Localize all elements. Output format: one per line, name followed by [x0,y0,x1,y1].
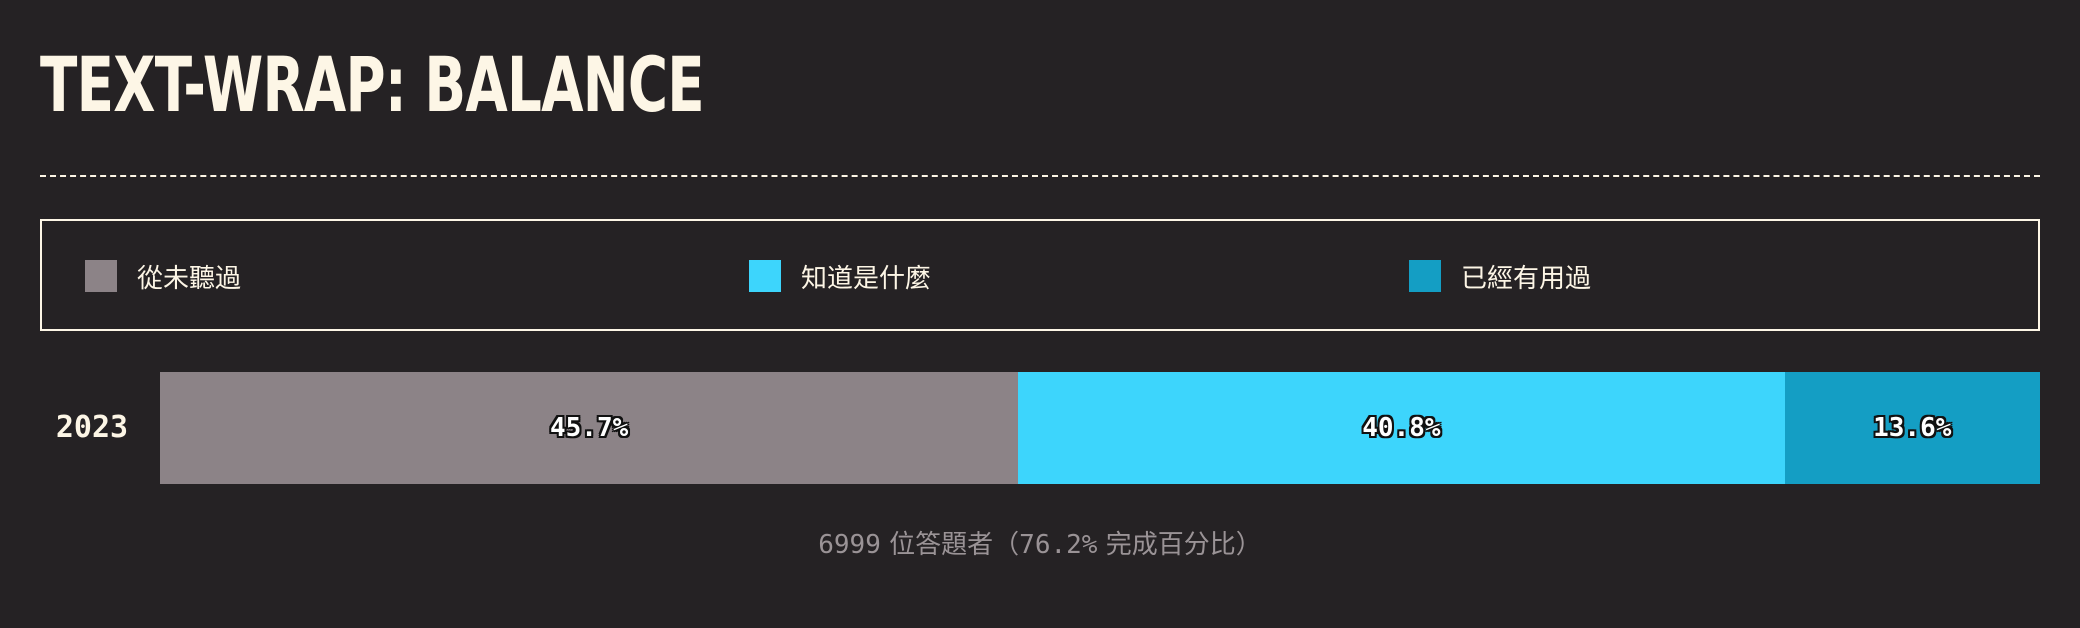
legend-swatch-know-what-it-is [749,260,781,292]
bar-value-label-know-what-it-is: 40.8% [1362,413,1441,443]
legend-swatch-never-heard [85,260,117,292]
chart-title: TEXT-WRAP: BALANCE [40,40,705,129]
respondents-footnote: 6999 位答題者（76.2% 完成百分比） [0,520,2080,570]
legend-item-know-what-it-is: 知道是什麼 [749,260,932,294]
footnote-paren-close: ） [1235,530,1262,560]
footnote-paren-open: （ [993,530,1020,560]
stacked-bar: 45.7% 40.8% 13.6% [160,372,2040,484]
bar-value-label-never-heard: 45.7% [550,413,629,443]
legend-swatch-have-used [1409,260,1441,292]
chart-legend: 從未聽過 知道是什麼 已經有用過 [40,219,2040,331]
bar-segment-know-what-it-is: 40.8% [1018,372,1785,484]
legend-label-never-heard: 從未聽過 [137,263,242,294]
legend-label-know-what-it-is: 知道是什麼 [801,263,932,294]
bar-value-label-have-used: 13.6% [1873,413,1952,443]
legend-item-never-heard: 從未聽過 [85,260,242,294]
respondent-count: 6999 [818,530,881,560]
legend-item-have-used: 已經有用過 [1409,260,1592,294]
dashed-divider [40,175,2040,177]
legend-label-have-used: 已經有用過 [1461,263,1592,294]
bar-segment-never-heard: 45.7% [160,372,1019,484]
respondent-count-label: 位答題者 [889,530,994,560]
completion-rate: 76.2% [1019,530,1098,560]
completion-rate-label: 完成百分比 [1105,530,1236,560]
bar-segment-have-used: 13.6% [1784,372,2040,484]
bar-category-label: 2023 [55,410,129,445]
